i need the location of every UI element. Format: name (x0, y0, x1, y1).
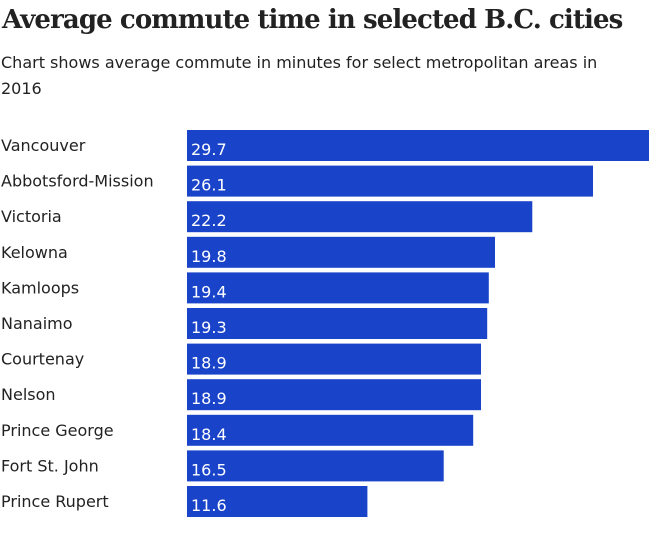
bar-prince-george (187, 414, 474, 446)
chart-title: Average commute time in selected B.C. ci… (2, 5, 623, 35)
category-label: Victoria (1, 207, 62, 226)
value-label: 19.4 (191, 282, 227, 301)
category-label: Nanaimo (1, 314, 73, 333)
category-label: Prince George (1, 421, 114, 440)
bar-abbotsford-mission (187, 165, 593, 197)
category-label: Kelowna (1, 243, 68, 262)
bar-vancouver (187, 130, 649, 161)
category-label: Vancouver (1, 136, 86, 155)
chart-subtitle: Chart shows average commute in minutes f… (1, 53, 598, 98)
value-label: 29.7 (191, 140, 227, 159)
category-label: Abbotsford-Mission (1, 172, 154, 191)
value-label: 18.4 (191, 425, 227, 444)
category-label: Courtenay (1, 350, 84, 369)
category-label: Kamloops (1, 278, 79, 297)
bar-nanaimo (187, 308, 488, 339)
value-label: 11.6 (191, 496, 227, 515)
bar-kelowna (187, 236, 495, 268)
value-label: 26.1 (191, 176, 227, 195)
category-label: Nelson (1, 385, 56, 404)
bar-victoria (187, 201, 533, 233)
bar-prince-rupert (187, 486, 368, 517)
value-label: 19.8 (191, 247, 227, 266)
bar-fort-st-john (187, 450, 444, 482)
category-label: Prince Rupert (1, 492, 109, 511)
bar-courtenay (187, 343, 481, 375)
value-label: 18.9 (191, 354, 227, 373)
value-label: 22.2 (191, 211, 227, 230)
bar-kamloops (187, 272, 489, 304)
category-label: Fort St. John (1, 456, 99, 475)
bar-nelson (187, 379, 481, 411)
value-label: 18.9 (191, 389, 227, 408)
value-label: 19.3 (191, 318, 227, 337)
value-label: 16.5 (191, 460, 227, 479)
